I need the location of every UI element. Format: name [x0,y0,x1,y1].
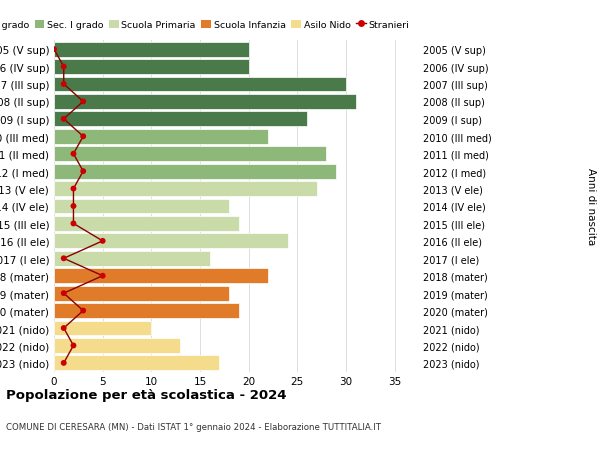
Bar [54,269,268,284]
Bar [54,199,229,214]
Text: Anni di nascita: Anni di nascita [586,168,596,245]
Point [59,116,68,123]
Bar [54,252,209,266]
Point [79,168,88,175]
Point [79,307,88,314]
Text: COMUNE DI CERESARA (MN) - Dati ISTAT 1° gennaio 2024 - Elaborazione TUTTITALIA.I: COMUNE DI CERESARA (MN) - Dati ISTAT 1° … [6,422,381,431]
Point [98,238,107,245]
Bar [54,303,239,318]
Point [59,255,68,263]
Bar [54,217,239,231]
Bar [54,182,317,196]
Bar [54,78,346,92]
Point [59,359,68,367]
Bar [54,234,287,249]
Point [98,273,107,280]
Point [59,290,68,297]
Point [68,203,78,210]
Legend: Sec. II grado, Sec. I grado, Scuola Primaria, Scuola Infanzia, Asilo Nido, Stran: Sec. II grado, Sec. I grado, Scuola Prim… [0,21,409,30]
Bar [54,286,229,301]
Point [79,99,88,106]
Bar [54,112,307,127]
Point [79,133,88,140]
Point [68,342,78,349]
Bar [54,164,336,179]
Point [68,185,78,193]
Point [68,220,78,228]
Bar [54,321,151,336]
Bar [54,147,326,162]
Bar [54,356,220,370]
Text: Popolazione per età scolastica - 2024: Popolazione per età scolastica - 2024 [6,388,287,401]
Bar [54,129,268,145]
Bar [54,338,181,353]
Point [59,64,68,71]
Bar [54,60,248,75]
Bar [54,95,356,110]
Point [68,151,78,158]
Point [49,46,59,54]
Point [59,325,68,332]
Bar [54,43,248,57]
Point [59,81,68,89]
